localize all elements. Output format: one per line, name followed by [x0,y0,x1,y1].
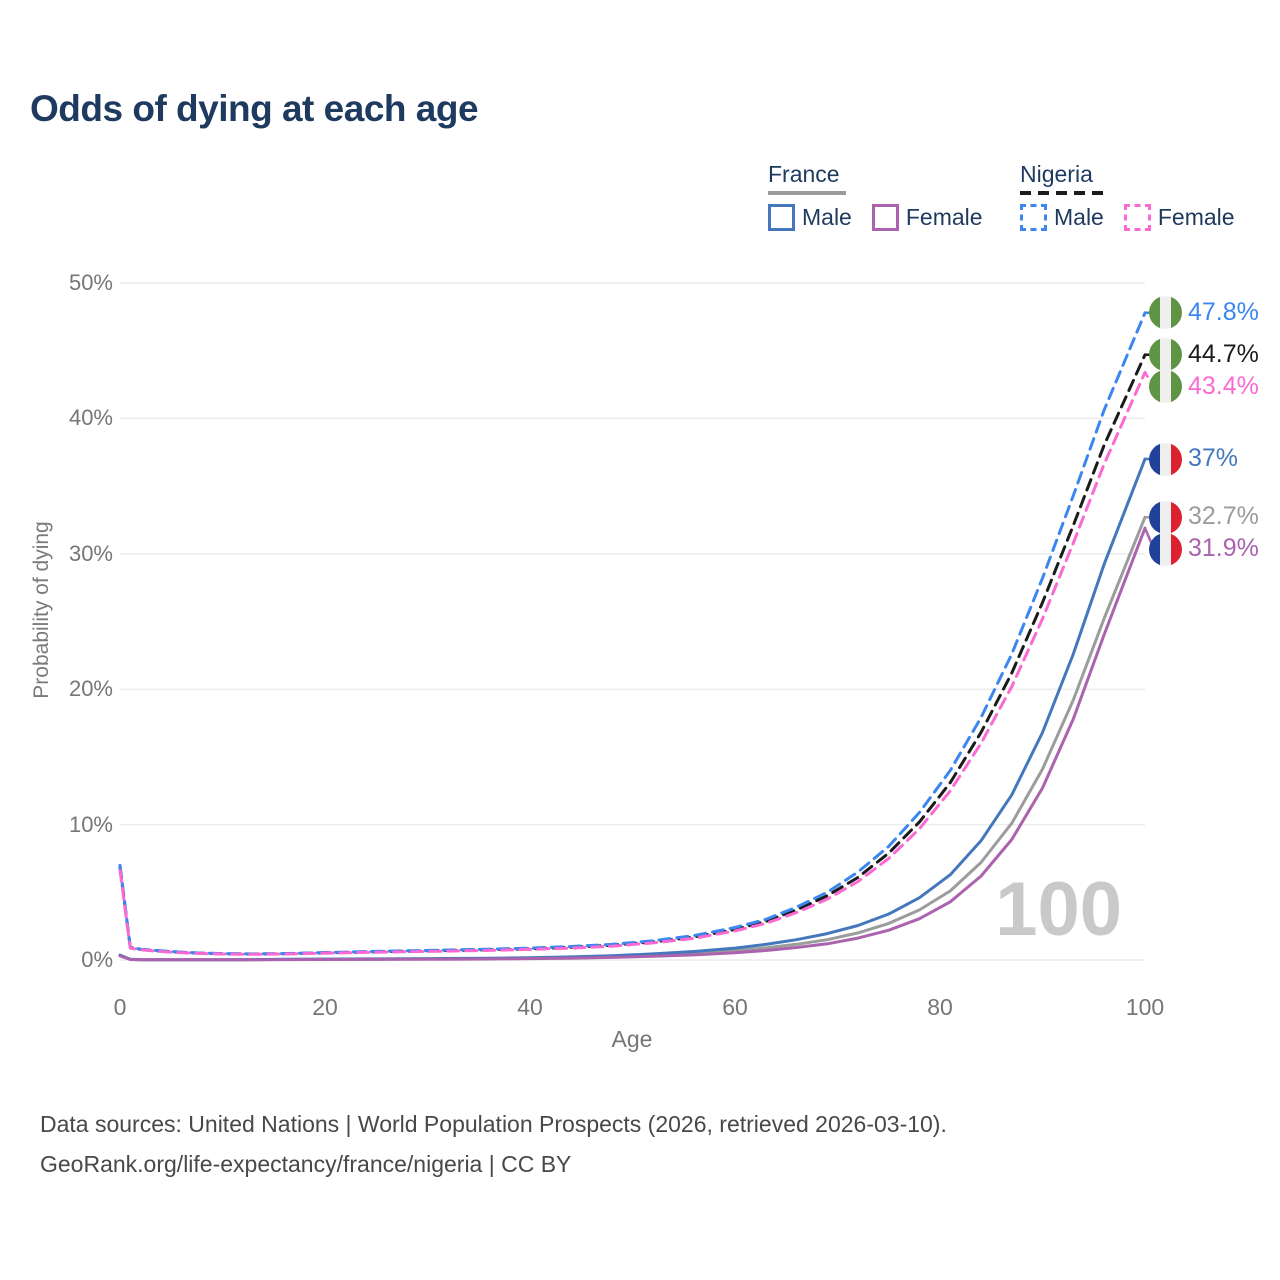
x-tick-label: 60 [722,994,748,1020]
x-axis-title: Age [611,1026,653,1052]
series-line-france-male[interactable] [118,457,1147,962]
legend-group-nigeria: Nigeria Male Female [1020,161,1235,231]
legend-swatch-icon [1123,204,1151,231]
legend-item-nigeria-female[interactable]: Female [1123,204,1235,231]
y-tick-label: 0% [81,947,113,972]
footer: Data sources: United Nations | World Pop… [40,1104,947,1184]
plot-area [118,282,1170,962]
legend-item-france-male[interactable]: Male [768,204,852,231]
series-end-value-france-male: 37% [1188,444,1239,472]
x-tick-label: 100 [1125,994,1165,1020]
y-tick-label: 30% [68,541,113,566]
x-tick-label: 20 [312,994,338,1020]
legend-item-nigeria-male[interactable]: Male [1020,204,1104,231]
page-title: Odds of dying at each age [30,88,479,129]
legend-line-style-solid [768,191,846,195]
y-tick-label: 40% [68,405,113,430]
series-end-value-france-both: 32.7% [1188,502,1259,530]
legend-group-france: France Male Female [768,161,983,231]
series-end-value-nigeria-male: 47.8% [1188,298,1259,326]
series-line-france-both[interactable] [118,515,1147,962]
legend-item-label: Male [1054,204,1104,230]
series-end-value-nigeria-female: 43.4% [1188,372,1259,400]
legend-item-label: Female [905,204,983,230]
x-tick-label: 40 [517,994,543,1020]
legend-line-style-dashed [1020,191,1106,195]
series-line-nigeria-female[interactable] [118,370,1147,956]
legend-swatch-icon [1020,204,1047,231]
series-line-france-female[interactable] [118,526,1147,962]
x-tick-label: 80 [927,994,953,1020]
footer-data-sources: Data sources: United Nations | World Pop… [40,1111,947,1137]
legend-country-france[interactable]: France [768,161,840,187]
legend-item-label: Male [802,204,852,230]
legend-item-france-female[interactable]: Female [871,204,983,231]
y-tick-label: 20% [68,676,113,701]
legend-country-nigeria[interactable]: Nigeria [1020,161,1093,187]
footer-attribution-link[interactable]: GeoRank.org/life-expectancy/france/niger… [40,1151,572,1177]
label-connector [1143,527,1170,551]
age-counter-watermark: 100 [995,867,1122,952]
series-end-value-nigeria-both: 44.7% [1188,340,1259,368]
legend-swatch-icon [871,204,899,231]
label-connector [1143,371,1170,389]
y-tick-label: 10% [68,812,113,837]
series-end-value-france-female: 31.9% [1188,534,1259,562]
y-tick-label: 50% [68,270,113,295]
series-line-nigeria-male[interactable] [118,311,1147,956]
x-tick-label: 0 [113,994,127,1020]
legend-item-label: Female [1157,204,1235,230]
legend-swatch-icon [768,204,795,231]
